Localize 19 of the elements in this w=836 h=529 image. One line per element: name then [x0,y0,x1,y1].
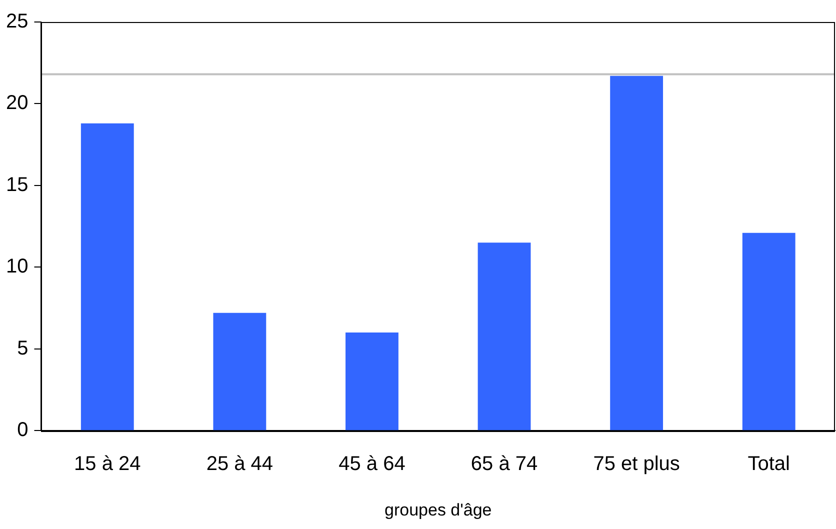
bar [213,312,266,430]
y-tick-label: 15 [6,174,28,196]
y-tick-label: 10 [6,256,28,278]
x-tick-label: 15 à 24 [74,453,141,476]
bar [478,242,531,430]
x-tick-label: 65 à 74 [470,453,538,476]
x-tick-label: Total [748,453,790,476]
x-axis-title: groupes d'âge [384,500,492,520]
bar [346,332,398,430]
y-tick-label: 0 [17,419,28,442]
bar [610,76,664,430]
x-tick-label: 25 à 44 [206,453,274,476]
y-tick-label: 5 [17,337,28,360]
y-tick-label: 20 [6,92,28,114]
bar [80,123,134,430]
bar [742,232,796,430]
x-tick-label: 45 à 64 [338,453,406,476]
y-tick-label: 25 [6,10,28,33]
x-tick-label: 75 et plus [593,453,680,476]
